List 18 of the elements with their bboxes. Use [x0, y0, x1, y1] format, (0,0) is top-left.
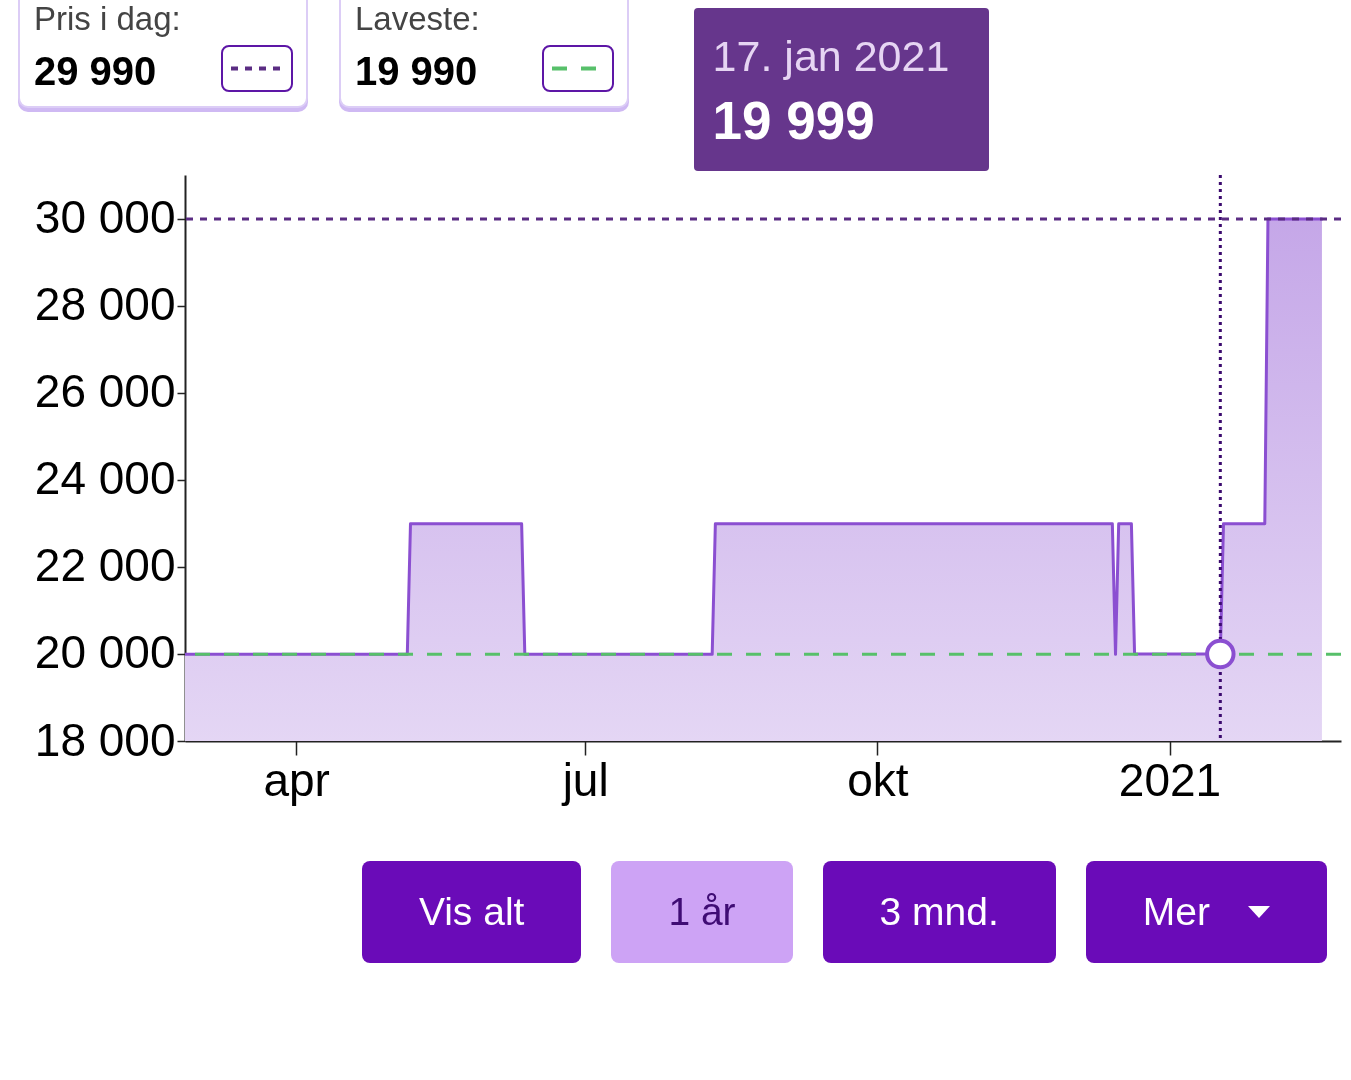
y-tick-label: 18 000 [34, 713, 176, 766]
y-tick-label: 26 000 [34, 365, 176, 418]
time-range-button[interactable]: 3 mnd. [822, 861, 1056, 963]
tooltip-box: 17. jan 2021 19 999 [693, 8, 990, 171]
x-tick-label: 2021 [1118, 753, 1222, 806]
x-tick-label: jul [560, 753, 609, 806]
x-tick-label: apr [263, 753, 330, 806]
time-range-button[interactable]: Vis alt [361, 861, 582, 963]
legend-label: 29 990 [34, 49, 157, 93]
y-tick-label: 20 000 [34, 626, 176, 679]
y-tick-label: 28 000 [34, 278, 176, 331]
legend-label: 19 990 [355, 49, 478, 93]
y-tick-label: 30 000 [34, 191, 176, 244]
y-tick-label: 22 000 [34, 539, 176, 592]
time-range-button[interactable]: 1 år [611, 861, 793, 963]
time-range-button[interactable]: Mer [1085, 861, 1327, 963]
y-tick-label: 24 000 [34, 452, 176, 505]
x-tick-label: okt [847, 753, 909, 806]
